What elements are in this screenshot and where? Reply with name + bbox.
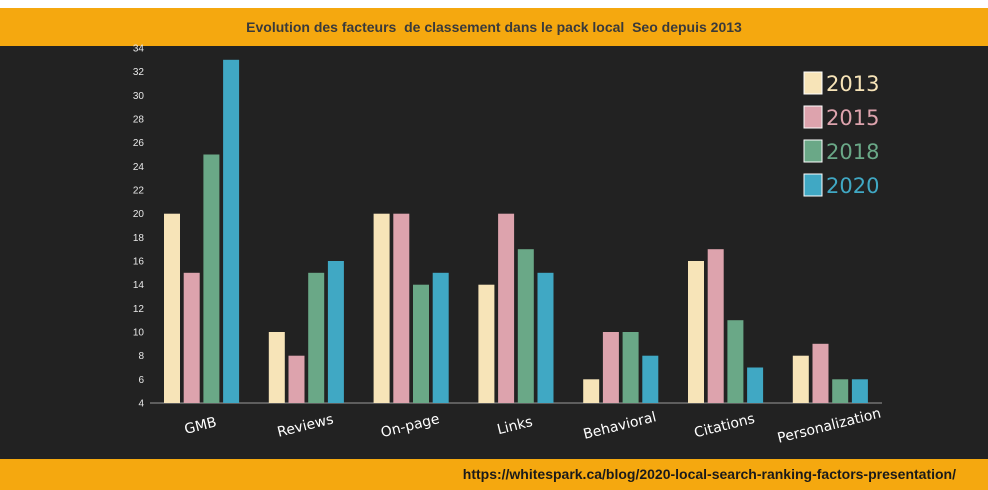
source-url[interactable]: https://whitespark.ca/blog/2020-local-se… <box>462 466 956 482</box>
bar-2018-citations <box>727 320 744 403</box>
y-tick-label: 10 <box>133 328 145 339</box>
bar-2018-gmb <box>203 154 220 403</box>
x-tick-label: Reviews <box>276 411 335 440</box>
y-tick-label: 18 <box>133 233 145 244</box>
y-tick-label: 4 <box>138 399 144 410</box>
bar-2015-citations <box>707 249 724 403</box>
bar-2018-links <box>517 249 534 403</box>
x-tick-label: Personalization <box>776 406 883 447</box>
x-tick-label: GMB <box>183 414 218 437</box>
y-tick-label: 24 <box>133 162 145 173</box>
bar-2020-personalization <box>851 379 868 403</box>
bar-2015-links <box>498 213 515 403</box>
legend-label: 2015 <box>826 106 879 130</box>
y-tick-label: 14 <box>133 280 145 291</box>
y-tick-label: 6 <box>138 375 144 386</box>
y-tick-label: 8 <box>138 351 144 362</box>
bar-2020-behavioral <box>642 355 659 403</box>
y-tick-label: 34 <box>133 44 145 55</box>
legend-label: 2013 <box>826 72 879 96</box>
legend: 2013 2015 2018 2020 <box>803 71 879 198</box>
legend-swatch-2020 <box>803 173 823 197</box>
legend-label: 2020 <box>826 174 879 198</box>
bar-2015-gmb <box>183 272 200 403</box>
bar-2015-on-page <box>393 213 410 403</box>
bar-2020-on-page <box>432 272 449 403</box>
bar-2020-gmb <box>223 59 240 404</box>
legend-label: 2018 <box>826 140 879 164</box>
bar-2018-on-page <box>413 284 429 403</box>
chart-title: Evolution des facteurs de classement dan… <box>246 19 742 35</box>
title-band <box>0 8 988 46</box>
bar-2020-links <box>537 272 554 403</box>
x-axis: GMB Reviews On-page Links Behavioral Citation… <box>183 406 883 447</box>
legend-swatch-2013 <box>803 71 823 95</box>
bar-2018-behavioral <box>622 332 639 403</box>
bar-2018-reviews <box>308 272 325 403</box>
y-tick-label: 20 <box>133 209 145 220</box>
bar-2013-on-page <box>373 213 390 403</box>
bar-2013-links <box>478 284 495 403</box>
bar-2015-behavioral <box>602 332 619 403</box>
y-tick-label: 32 <box>133 67 145 78</box>
bars <box>164 59 868 404</box>
legend-swatch-2018 <box>803 139 823 163</box>
bar-2013-gmb <box>164 213 180 403</box>
legend-swatch-2015 <box>803 105 823 129</box>
y-tick-label: 16 <box>133 257 145 268</box>
bar-2015-personalization <box>812 343 829 403</box>
x-tick-label: Behavioral <box>582 409 658 443</box>
y-tick-label: 28 <box>133 115 145 126</box>
y-tick-label: 30 <box>133 91 145 102</box>
y-tick-label: 22 <box>133 186 145 197</box>
x-tick-label: Citations <box>693 411 757 441</box>
bar-2020-citations <box>747 367 764 403</box>
bar-2015-reviews <box>288 355 305 403</box>
bar-2013-personalization <box>792 355 809 403</box>
bar-2020-reviews <box>327 261 344 403</box>
bar-2013-reviews <box>268 332 285 403</box>
x-tick-label: On-page <box>379 411 441 441</box>
y-tick-label: 12 <box>133 304 145 315</box>
bar-2013-behavioral <box>583 379 600 403</box>
y-tick-label: 26 <box>133 138 145 149</box>
x-tick-label: Links <box>496 414 535 438</box>
source-band <box>0 459 988 490</box>
bar-2013-citations <box>688 261 704 403</box>
bar-2018-personalization <box>832 379 849 403</box>
